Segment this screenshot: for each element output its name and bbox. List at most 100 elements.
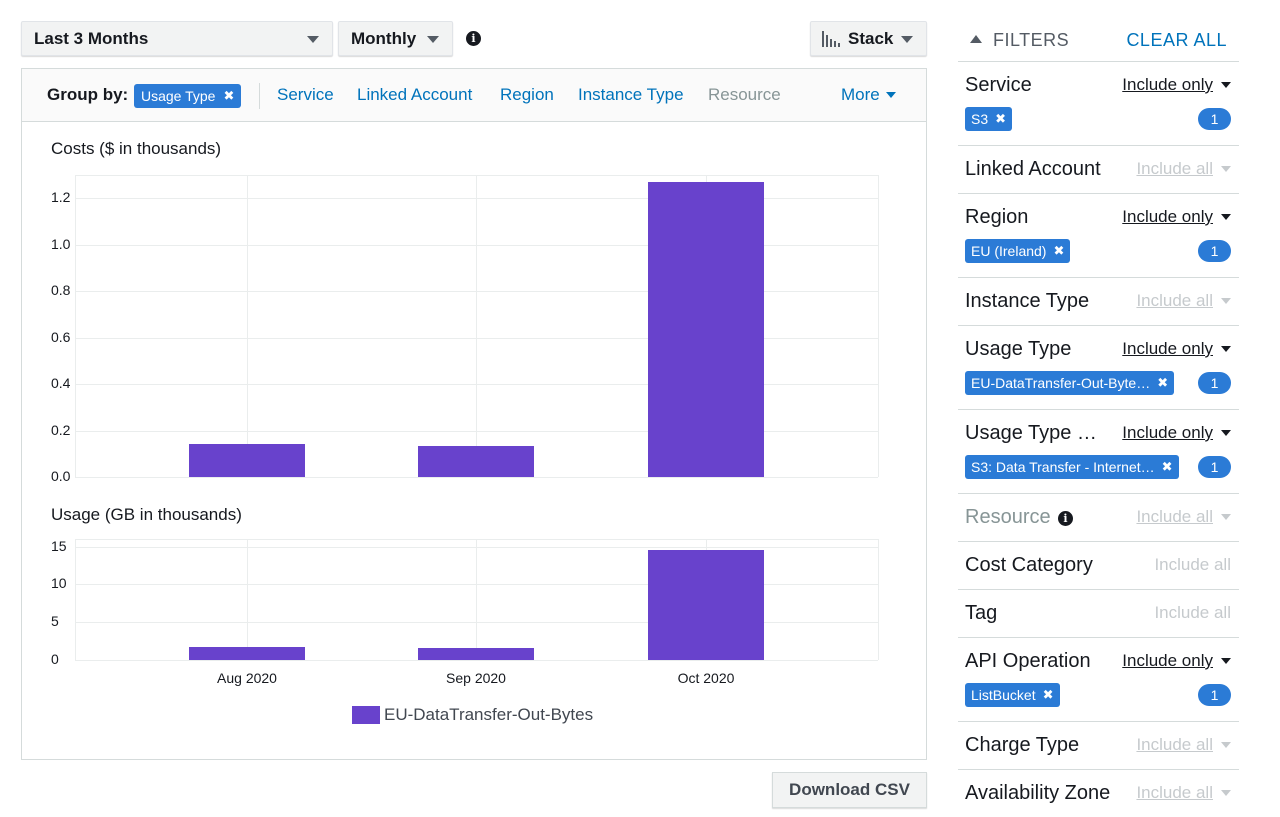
close-icon[interactable]: ✖ — [1042, 687, 1054, 702]
filter-name: Cost Category — [965, 554, 1093, 576]
grid-line — [75, 660, 878, 661]
filter-service: Service Include only S3 ✖ 1 — [958, 61, 1239, 145]
close-icon[interactable]: ✖ — [223, 88, 235, 103]
filter-count-badge: 1 — [1198, 456, 1231, 478]
chevron-down-icon — [1221, 742, 1231, 748]
chevron-down-icon — [1221, 82, 1231, 88]
filter-mode-label: Include all — [1136, 291, 1213, 310]
group-by-linked-account[interactable]: Linked Account — [357, 85, 473, 104]
filter-name: Resource — [965, 506, 1051, 528]
clear-all-button[interactable]: CLEAR ALL — [1126, 30, 1227, 50]
filter-name: Availability Zone — [965, 782, 1111, 804]
chevron-down-icon — [1221, 514, 1231, 520]
divider — [259, 83, 260, 109]
download-csv-button[interactable]: Download CSV — [772, 772, 927, 808]
filter-name: Service — [965, 74, 1032, 96]
chart-legend[interactable]: EU-DataTransfer-Out-Bytes — [352, 705, 593, 725]
filter-name: API Operation — [965, 650, 1091, 672]
filter-name: Usage Type … — [965, 422, 1097, 444]
granularity-select[interactable]: Monthly — [338, 21, 453, 56]
group-by-more[interactable]: More — [841, 85, 896, 105]
chevron-down-icon — [1221, 214, 1231, 220]
filter-token[interactable]: ListBucket ✖ — [965, 683, 1060, 707]
grid-line — [75, 539, 76, 660]
group-by-resource: Resource — [708, 85, 781, 104]
chart-title: Usage (GB in thousands) — [51, 505, 242, 524]
info-icon[interactable]: i — [466, 31, 481, 46]
filters-header: FILTERS CLEAR ALL — [958, 22, 1239, 60]
chart-panel: Group by: Usage Type ✖ Service Linked Ac… — [21, 68, 927, 760]
filter-mode-select[interactable]: Include only — [1122, 75, 1231, 95]
group-by-token[interactable]: Usage Type ✖ — [134, 84, 242, 108]
date-range-label: Last 3 Months — [34, 28, 149, 48]
date-range-select[interactable]: Last 3 Months — [21, 21, 333, 56]
filter-charge-type: Charge Type Include all — [958, 721, 1239, 769]
filter-mode-label: Include all — [1154, 555, 1231, 574]
filter-mode-select: Include all — [1136, 735, 1231, 755]
filter-name: Usage Type — [965, 338, 1072, 360]
filter-mode-select[interactable]: Include only — [1122, 207, 1231, 227]
filter-token[interactable]: S3 ✖ — [965, 107, 1013, 131]
filter-availability-zone: Availability Zone Include all — [958, 769, 1239, 817]
filters-title[interactable]: FILTERS — [993, 30, 1070, 50]
group-by-bar: Group by: Usage Type ✖ Service Linked Ac… — [22, 69, 926, 122]
x-tick-label: Oct 2020 — [677, 670, 735, 686]
filter-mode-select[interactable]: Include only — [1122, 651, 1231, 671]
filter-token[interactable]: EU-DataTransfer-Out-Byte… ✖ — [965, 371, 1175, 395]
filter-mode-label: Include all — [1136, 735, 1213, 754]
bar[interactable] — [189, 647, 305, 660]
filter-mode-label: Include only — [1122, 207, 1213, 226]
group-by-service[interactable]: Service — [277, 85, 334, 104]
chevron-down-icon — [901, 36, 913, 43]
y-tick-label: 0 — [51, 651, 59, 667]
y-tick-label: 1.0 — [51, 235, 71, 252]
filter-name: Region — [965, 206, 1029, 228]
close-icon[interactable]: ✖ — [1157, 375, 1169, 390]
y-tick-label: 0.4 — [51, 375, 71, 392]
filter-token[interactable]: EU (Ireland) ✖ — [965, 239, 1071, 263]
bar[interactable] — [648, 181, 764, 477]
y-tick-label: 0.0 — [51, 468, 71, 484]
scrollbar[interactable] — [1266, 0, 1280, 817]
y-tick-label: 0.2 — [51, 421, 71, 438]
filter-count-badge: 1 — [1198, 372, 1231, 394]
filter-usage-type: Usage Type … Include only S3: Data Transfe… — [958, 409, 1239, 493]
chart-style-label: Stack — [848, 28, 894, 48]
filter-token-label: ListBucket — [971, 687, 1036, 703]
bar[interactable] — [189, 444, 305, 477]
filter-mode-select[interactable]: Include only — [1122, 423, 1231, 443]
bar[interactable] — [418, 445, 534, 477]
filter-region: Region Include only EU (Ireland) ✖ 1 — [958, 193, 1239, 277]
close-icon[interactable]: ✖ — [995, 111, 1007, 126]
filter-token-label: EU-DataTransfer-Out-Byte… — [971, 375, 1151, 391]
grid-line — [476, 175, 477, 477]
close-icon[interactable]: ✖ — [1053, 243, 1065, 258]
info-icon[interactable]: i — [1058, 511, 1073, 526]
bar[interactable] — [648, 550, 764, 660]
chevron-down-icon — [885, 92, 896, 98]
group-by-label: Group by: — [47, 85, 129, 104]
filter-name: Charge Type — [965, 734, 1080, 756]
chevron-down-icon — [1221, 658, 1231, 664]
filter-token[interactable]: S3: Data Transfer - Internet… ✖ — [965, 455, 1179, 479]
group-by-region[interactable]: Region — [500, 85, 554, 104]
filter-mode-label: Include only — [1122, 651, 1213, 670]
filter-mode-label: Include all — [1136, 783, 1213, 802]
filter-mode-select: Include all — [1154, 603, 1231, 623]
close-icon[interactable]: ✖ — [1161, 459, 1173, 474]
grid-line — [75, 175, 76, 477]
bar[interactable] — [418, 647, 534, 660]
group-by-instance-type[interactable]: Instance Type — [578, 85, 684, 104]
grid-line — [75, 477, 878, 478]
filter-token-label: S3 — [971, 111, 989, 127]
filter-mode-select: Include all — [1154, 555, 1231, 575]
more-label: More — [841, 85, 880, 104]
filter-mode-label: Include only — [1122, 423, 1213, 442]
collapse-icon[interactable] — [970, 35, 982, 43]
chevron-down-icon — [1221, 166, 1231, 172]
filter-mode-select[interactable]: Include only — [1122, 339, 1231, 359]
legend-swatch — [352, 706, 380, 724]
chevron-down-icon — [1221, 298, 1231, 304]
chart-style-select[interactable]: Stack — [810, 21, 927, 56]
filter-name: Linked Account — [965, 158, 1101, 180]
